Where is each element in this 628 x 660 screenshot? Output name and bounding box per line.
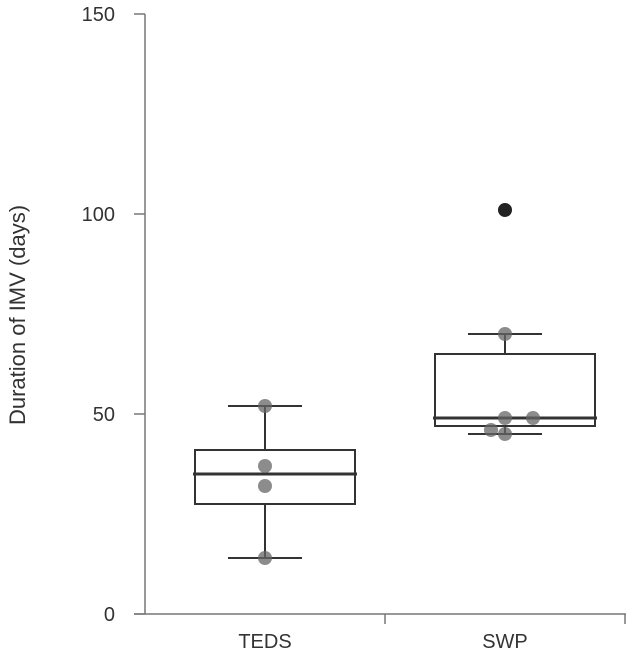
data-point — [498, 427, 512, 441]
data-point — [526, 411, 540, 425]
y-tick-label: 0 — [104, 604, 115, 626]
x-tick-label: TEDS — [238, 631, 291, 653]
y-tick-label: 50 — [93, 404, 115, 426]
data-point — [498, 327, 512, 341]
data-point — [258, 459, 272, 473]
y-axis: 0 50 100 150 — [82, 4, 146, 626]
data-point — [258, 551, 272, 565]
data-point — [258, 479, 272, 493]
data-point — [484, 423, 498, 437]
box-iqr — [434, 353, 596, 427]
y-tick-label: 100 — [82, 204, 115, 226]
boxes: TEDS SWP — [193, 203, 597, 653]
box-swp: SWP — [433, 203, 597, 653]
box-teds: TEDS — [193, 399, 357, 653]
data-point — [498, 411, 512, 425]
y-tick-label: 150 — [82, 4, 115, 26]
outlier-point — [498, 203, 512, 217]
y-axis-label: Duration of IMV (days) — [5, 205, 30, 425]
x-tick-label: SWP — [482, 631, 528, 653]
data-point — [258, 399, 272, 413]
x-axis — [134, 613, 626, 624]
box-iqr — [194, 449, 356, 505]
